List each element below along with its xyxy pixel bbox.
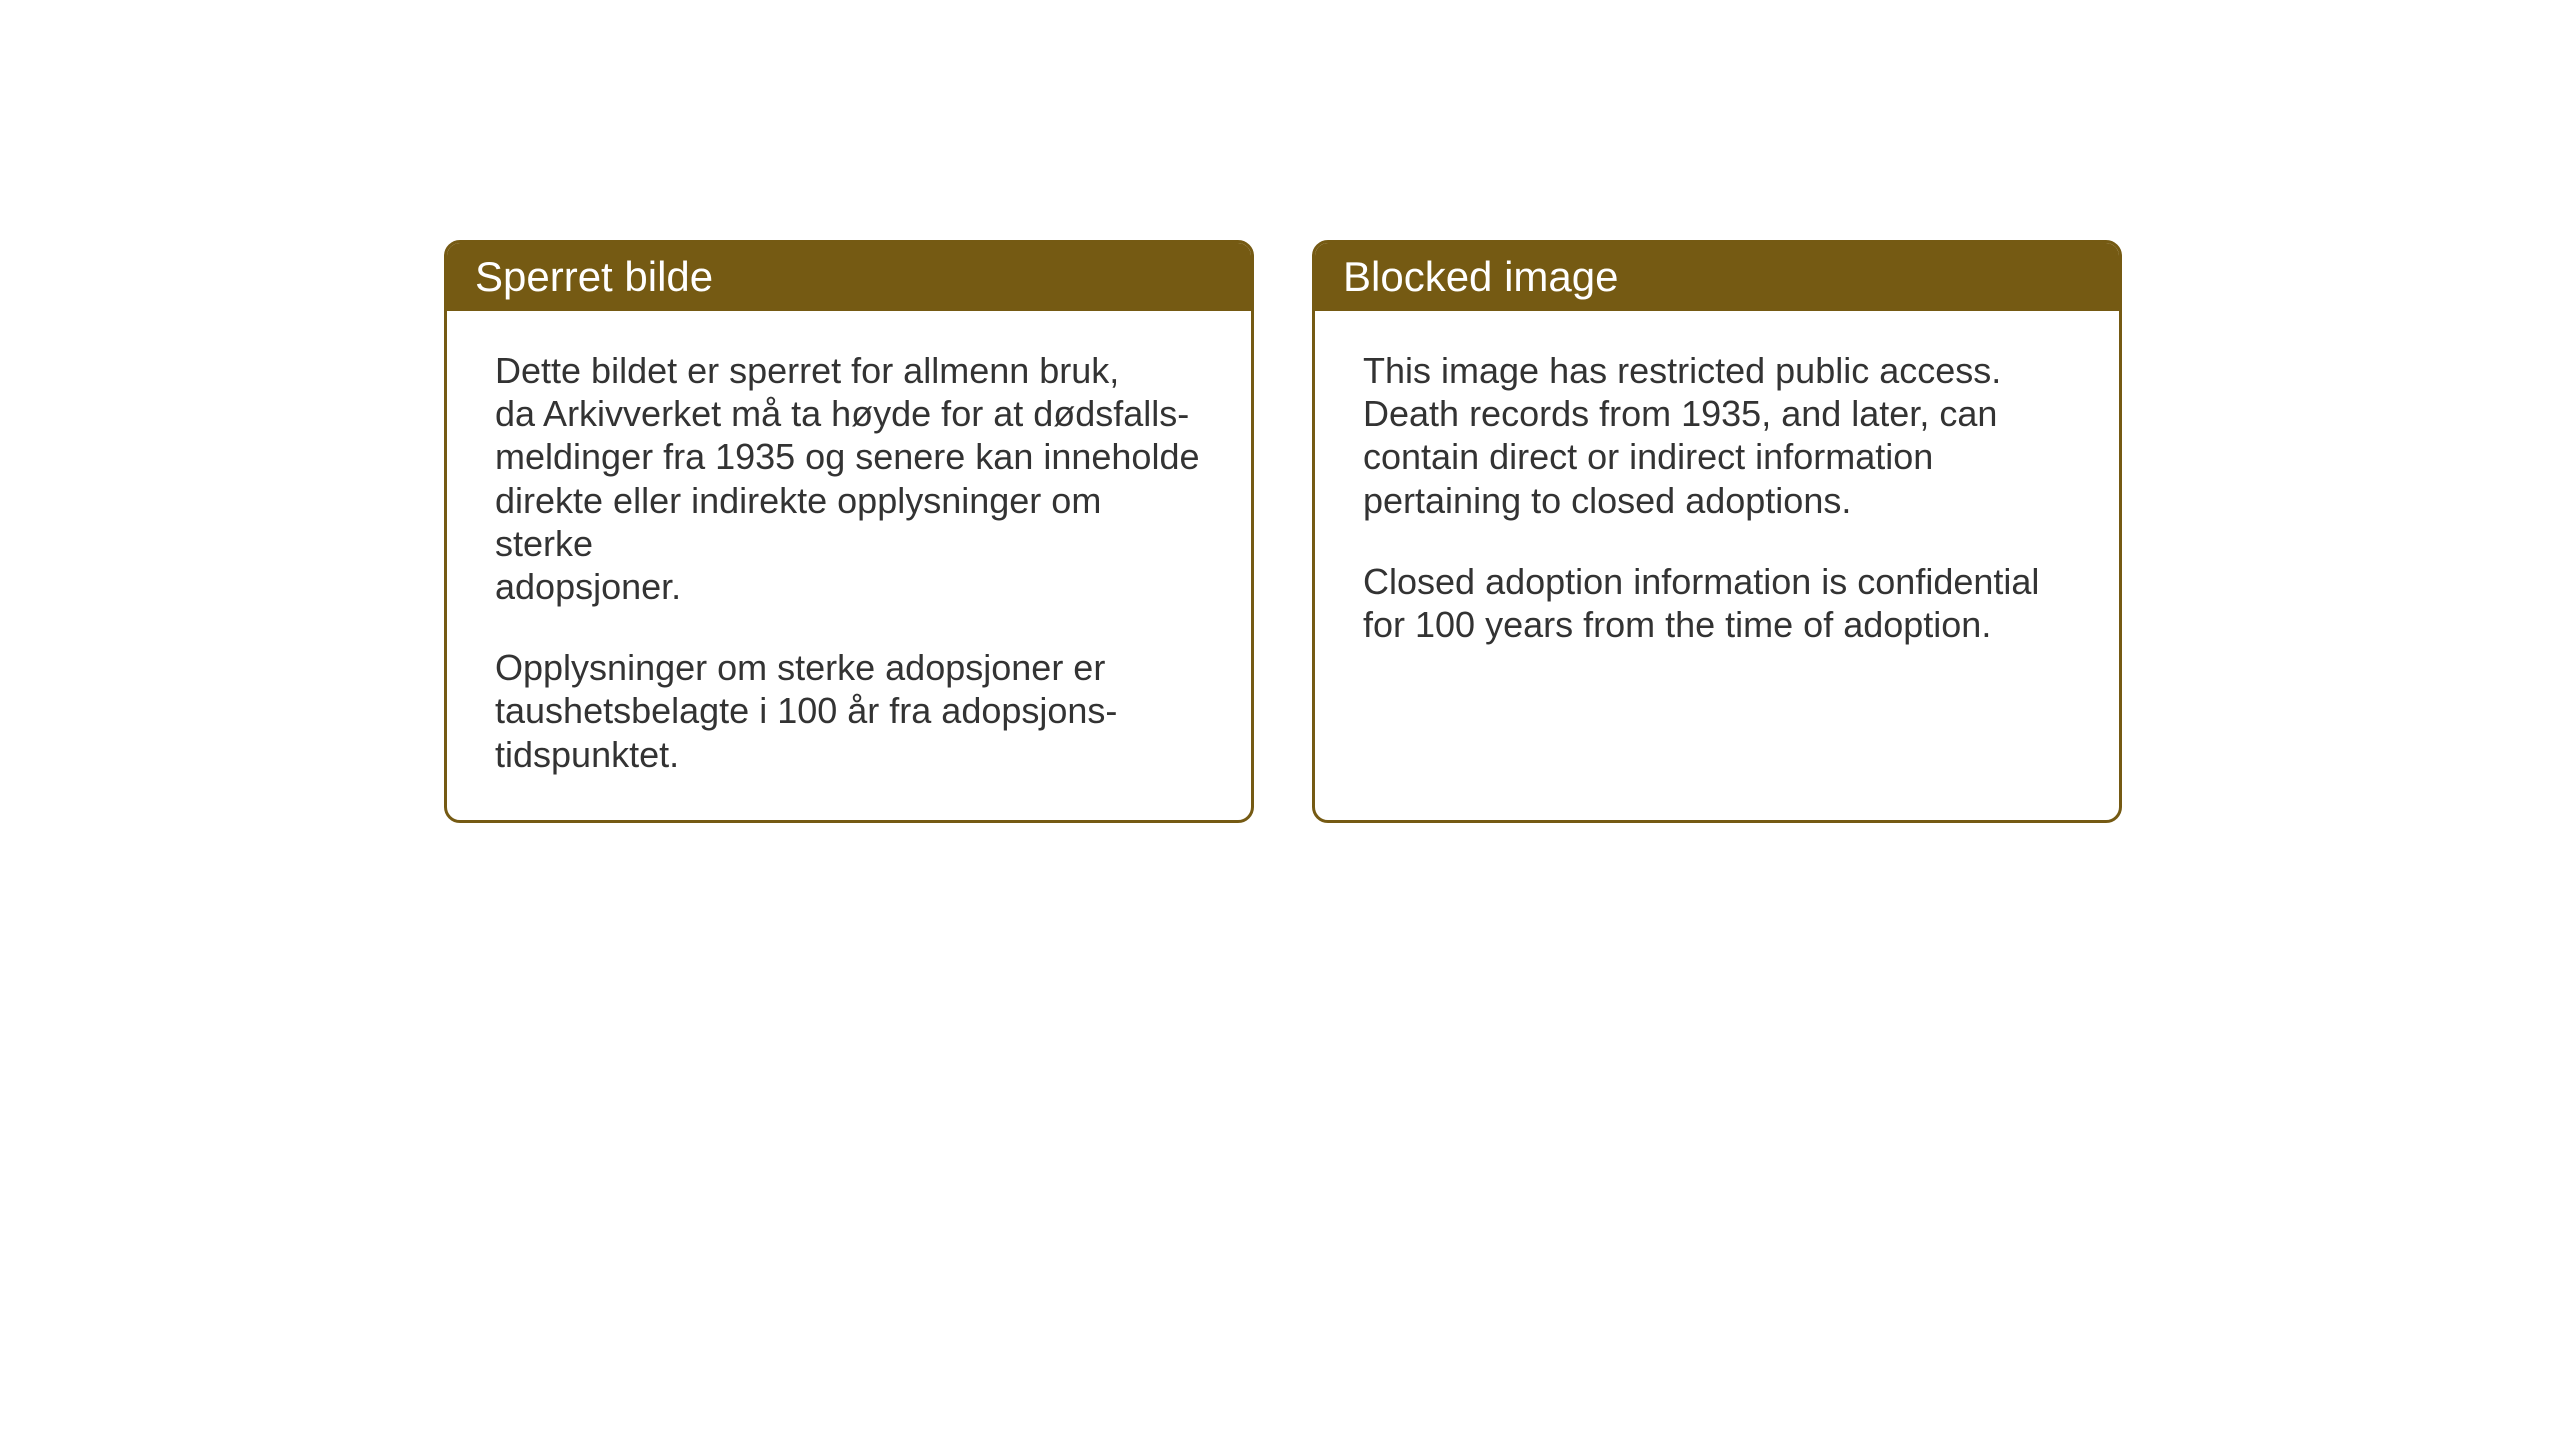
card-norwegian: Sperret bilde Dette bildet er sperret fo… [444, 240, 1254, 823]
text-line: adopsjoner. [495, 565, 1203, 608]
text-line: da Arkivverket må ta høyde for at dødsfa… [495, 392, 1203, 435]
text-line: contain direct or indirect information [1363, 435, 2071, 478]
card-english-body: This image has restricted public access.… [1315, 311, 2119, 690]
text-line: Dette bildet er sperret for allmenn bruk… [495, 349, 1203, 392]
text-line: direkte eller indirekte opplysninger om … [495, 479, 1203, 565]
card-english: Blocked image This image has restricted … [1312, 240, 2122, 823]
card-norwegian-header: Sperret bilde [447, 243, 1251, 311]
card-norwegian-paragraph-1: Dette bildet er sperret for allmenn bruk… [495, 349, 1203, 608]
text-line: pertaining to closed adoptions. [1363, 479, 2071, 522]
card-norwegian-body: Dette bildet er sperret for allmenn bruk… [447, 311, 1251, 820]
text-line: Opplysninger om sterke adopsjoner er [495, 646, 1203, 689]
cards-container: Sperret bilde Dette bildet er sperret fo… [444, 240, 2122, 823]
card-norwegian-paragraph-2: Opplysninger om sterke adopsjoner er tau… [495, 646, 1203, 776]
text-line: for 100 years from the time of adoption. [1363, 603, 2071, 646]
text-line: meldinger fra 1935 og senere kan innehol… [495, 435, 1203, 478]
card-english-header: Blocked image [1315, 243, 2119, 311]
text-line: taushetsbelagte i 100 år fra adopsjons- [495, 689, 1203, 732]
text-line: This image has restricted public access. [1363, 349, 2071, 392]
text-line: Death records from 1935, and later, can [1363, 392, 2071, 435]
card-english-paragraph-2: Closed adoption information is confident… [1363, 560, 2071, 646]
card-english-paragraph-1: This image has restricted public access.… [1363, 349, 2071, 522]
text-line: Closed adoption information is confident… [1363, 560, 2071, 603]
text-line: tidspunktet. [495, 733, 1203, 776]
